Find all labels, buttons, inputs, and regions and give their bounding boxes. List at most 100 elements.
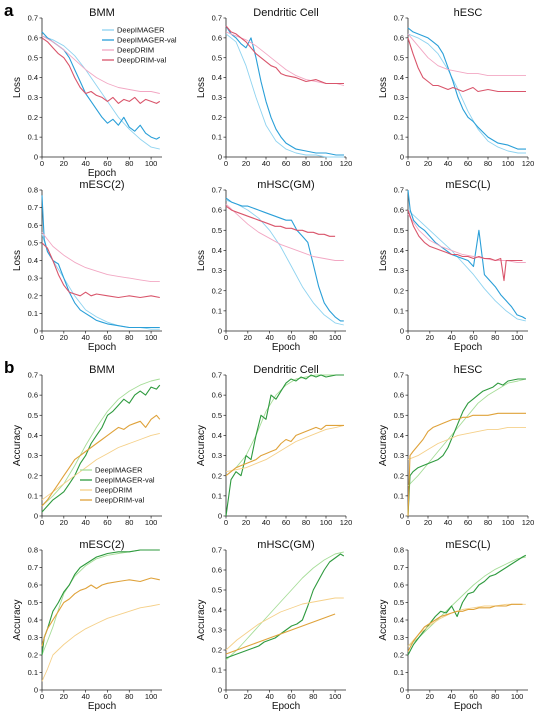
y-tick-label: 0.5 xyxy=(28,53,38,62)
y-tick-label: 0.2 xyxy=(394,471,404,480)
x-tick-label: 20 xyxy=(60,692,68,701)
chart-4: mHSC(GM) 0 0.1 0.2 0.3 0.4 0.5 0.6 0.7 0 20 40 60 80 1… xyxy=(196,179,346,353)
y-tick-label: 0.2 xyxy=(28,113,38,122)
y-tick-label: 0.3 xyxy=(212,93,222,102)
x-tick-label: 100 xyxy=(320,159,333,168)
x-tick-label: 120 xyxy=(522,159,535,168)
y-tick-label: 0.4 xyxy=(394,616,404,625)
series-line-deepdrim-val xyxy=(41,242,160,299)
y-tick-label: 0.7 xyxy=(28,563,38,572)
y-axis-label: Loss xyxy=(378,77,389,98)
y-tick-label: 0 xyxy=(400,686,404,695)
y-tick-label: 0.1 xyxy=(212,491,222,500)
series-line-deepimager xyxy=(41,549,160,656)
legend-label: DeepIMAGER-val xyxy=(117,36,177,45)
x-tick-label: 20 xyxy=(244,692,252,701)
series-line-deepimager-val xyxy=(407,27,526,150)
y-tick-label: 0.4 xyxy=(212,606,222,615)
x-tick-label: 20 xyxy=(60,518,68,527)
x-tick-label: 20 xyxy=(244,333,252,342)
x-tick-label: 80 xyxy=(302,518,310,527)
x-tick-label: 120 xyxy=(522,518,535,527)
y-tick-label: 0.7 xyxy=(212,14,222,23)
chart-11: mESC(L) 0 0.1 0.2 0.3 0.4 0.5 0.6 0.7 0.8 0 20 40 60 8… xyxy=(378,539,528,712)
x-tick-label: 40 xyxy=(447,692,455,701)
chart-0: BMM 0 0.1 0.2 0.3 0.4 0.5 0.6 0.7 0 20 40 60 80 100 Epo… xyxy=(12,7,177,179)
x-tick-label: 40 xyxy=(81,333,89,342)
y-tick-label: 0.6 xyxy=(394,391,404,400)
y-axis-label: Loss xyxy=(196,77,207,98)
series-line-deepimager-val xyxy=(407,554,527,656)
y-tick-label: 0.8 xyxy=(28,186,38,195)
series-line-deepdrim-val xyxy=(407,603,523,652)
series-line-deepdrim-val xyxy=(41,414,161,507)
x-tick-label: 80 xyxy=(125,692,133,701)
x-tick-label: 100 xyxy=(145,692,158,701)
y-tick-label: 0.1 xyxy=(212,306,222,315)
series-line-deepdrim-val xyxy=(225,424,344,477)
x-tick-label: 60 xyxy=(103,692,111,701)
y-tick-label: 0.2 xyxy=(212,113,222,122)
panel-b-label: b xyxy=(4,358,14,377)
x-axis-label: Epoch xyxy=(88,342,116,353)
y-tick-label: 0 xyxy=(400,153,404,162)
x-tick-label: 0 xyxy=(406,518,410,527)
y-tick-label: 0.1 xyxy=(28,491,38,500)
y-tick-label: 0.3 xyxy=(212,266,222,275)
series-line-deepdrim xyxy=(41,232,160,283)
x-tick-label: 100 xyxy=(145,518,158,527)
y-tick-label: 0.4 xyxy=(212,246,222,255)
y-tick-label: 0.2 xyxy=(212,286,222,295)
series-line-deepdrim xyxy=(41,603,160,682)
y-tick-label: 0.2 xyxy=(28,651,38,660)
y-tick-label: 0.7 xyxy=(394,14,404,23)
y-tick-label: 0.1 xyxy=(28,668,38,677)
y-tick-label: 0.7 xyxy=(28,371,38,380)
x-tick-label: 60 xyxy=(469,333,477,342)
y-tick-label: 0.2 xyxy=(394,651,404,660)
y-tick-label: 0.3 xyxy=(28,93,38,102)
y-tick-label: 0 xyxy=(218,327,222,336)
y-axis-label: Accuracy xyxy=(378,599,389,640)
y-tick-label: 0.3 xyxy=(212,451,222,460)
legend-label: DeepIMAGER-val xyxy=(95,476,155,485)
y-tick-label: 0.7 xyxy=(28,14,38,23)
y-tick-label: 0.6 xyxy=(212,566,222,575)
series-line-deepdrim xyxy=(407,426,526,461)
series-line-deepimager xyxy=(41,233,160,330)
y-tick-label: 0.4 xyxy=(394,431,404,440)
chart-title: mESC(2) xyxy=(79,539,124,551)
y-tick-label: 0.2 xyxy=(394,113,404,122)
x-tick-label: 60 xyxy=(464,159,472,168)
x-tick-label: 40 xyxy=(447,333,455,342)
x-tick-label: 0 xyxy=(40,159,44,168)
x-tick-label: 40 xyxy=(81,518,89,527)
y-tick-label: 0.6 xyxy=(394,33,404,42)
x-axis-label: Epoch xyxy=(88,168,116,179)
x-axis-label: Epoch xyxy=(454,701,482,712)
y-tick-label: 0.4 xyxy=(28,616,38,625)
y-tick-label: 0 xyxy=(34,327,38,336)
x-axis-label: Epoch xyxy=(88,701,116,712)
series-line-deepimager xyxy=(225,199,344,326)
x-tick-label: 120 xyxy=(340,159,353,168)
y-tick-label: 0.4 xyxy=(394,73,404,82)
x-axis-label: Epoch xyxy=(272,701,300,712)
legend-label: DeepIMAGER xyxy=(95,466,143,475)
x-tick-label: 0 xyxy=(224,692,228,701)
y-tick-label: 0.1 xyxy=(212,666,222,675)
y-tick-label: 0.8 xyxy=(394,546,404,555)
series-line-deepimager-val xyxy=(225,25,344,156)
legend-label: DeepDRIM-val xyxy=(117,56,167,65)
series-line-deepdrim-val xyxy=(225,205,336,237)
series-line-deepdrim-val xyxy=(41,37,161,104)
legend-label: DeepDRIM xyxy=(117,46,154,55)
series-line-deepimager-val xyxy=(407,189,527,320)
x-tick-label: 60 xyxy=(282,159,290,168)
series-line-deepdrim xyxy=(407,213,526,263)
y-tick-label: 0.5 xyxy=(212,411,222,420)
y-tick-label: 0.5 xyxy=(28,238,38,247)
y-tick-label: 0.3 xyxy=(394,451,404,460)
x-axis-label: Epoch xyxy=(272,342,300,353)
series-line-deepimager xyxy=(407,556,526,647)
